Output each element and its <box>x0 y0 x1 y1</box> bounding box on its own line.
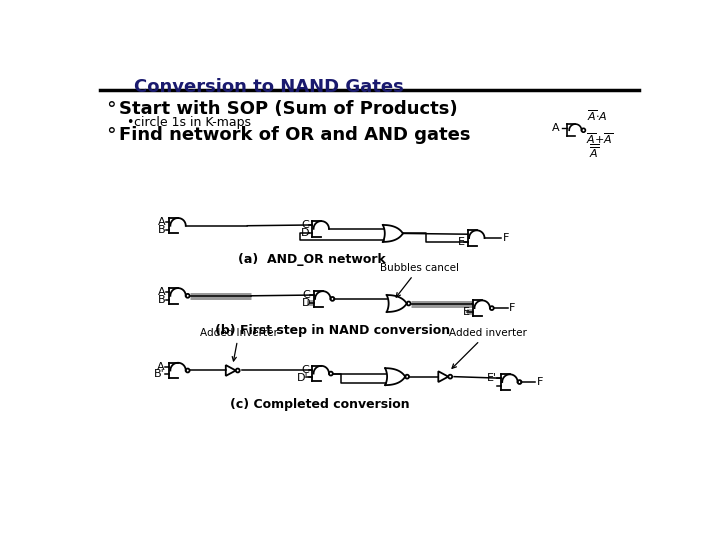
Text: E: E <box>457 237 464 247</box>
Text: $\overline{A}{+}\overline{A}$: $\overline{A}{+}\overline{A}$ <box>586 131 613 146</box>
Text: Conversion to NAND Gates: Conversion to NAND Gates <box>134 78 404 96</box>
Text: A: A <box>158 287 166 297</box>
Text: B': B' <box>154 369 165 379</box>
Text: (c) Completed conversion: (c) Completed conversion <box>230 398 410 411</box>
Text: F: F <box>503 233 509 243</box>
Text: A: A <box>158 217 166 227</box>
Text: B: B <box>158 225 166 234</box>
Text: D': D' <box>297 373 309 383</box>
Text: A: A <box>552 123 560 133</box>
Text: Added inverter: Added inverter <box>449 328 526 368</box>
Text: C: C <box>301 364 309 375</box>
Text: F: F <box>509 303 516 313</box>
Text: •: • <box>127 116 134 129</box>
Text: D: D <box>302 299 310 308</box>
Text: °: ° <box>106 126 115 145</box>
Text: circle 1s in K-maps: circle 1s in K-maps <box>134 116 251 129</box>
Text: E': E' <box>487 373 497 383</box>
Text: (b) First step in NAND conversion: (b) First step in NAND conversion <box>215 323 450 336</box>
Text: C: C <box>302 290 310 300</box>
Text: $\overline{A}{\cdot}A$: $\overline{A}{\cdot}A$ <box>587 109 608 123</box>
Text: $\overline{\overline{A}}$: $\overline{\overline{A}}$ <box>589 143 600 160</box>
Text: F: F <box>537 377 543 387</box>
Text: (a)  AND_OR network: (a) AND_OR network <box>238 253 386 266</box>
Text: D: D <box>300 228 309 239</box>
Text: Bubbles cancel: Bubbles cancel <box>379 262 459 297</box>
Text: C: C <box>301 220 309 230</box>
Text: °: ° <box>106 100 115 119</box>
Text: Added Inverter: Added Inverter <box>200 328 278 361</box>
Text: A: A <box>158 362 165 372</box>
Text: Find network of OR and AND gates: Find network of OR and AND gates <box>119 126 470 144</box>
Text: E: E <box>463 307 470 317</box>
Text: B: B <box>158 295 166 305</box>
Text: Start with SOP (Sum of Products): Start with SOP (Sum of Products) <box>119 100 457 118</box>
